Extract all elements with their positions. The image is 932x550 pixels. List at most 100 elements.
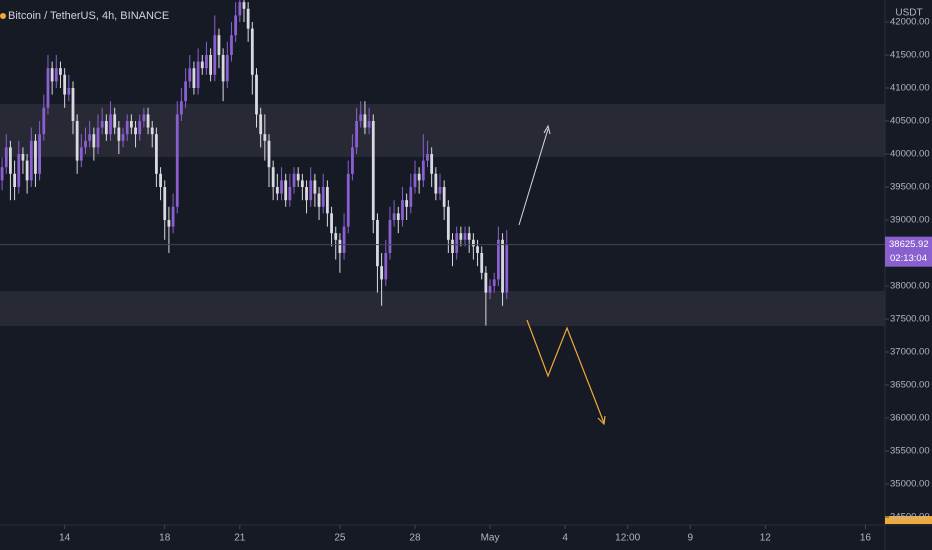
- symbol-icon: [0, 13, 6, 19]
- candle-body: [113, 114, 117, 128]
- candle-body: [96, 127, 100, 148]
- candle-body: [200, 61, 204, 69]
- candle-body: [250, 28, 254, 75]
- candle-body: [92, 134, 96, 148]
- candle-body: [238, 2, 242, 16]
- candle-body: [159, 173, 162, 187]
- candle-body: [317, 193, 321, 207]
- candle-body: [209, 54, 213, 75]
- x-tick-label: May: [481, 533, 500, 544]
- unit-box: [886, 4, 932, 22]
- candle-body: [146, 114, 150, 128]
- candle-body: [71, 87, 75, 121]
- candle-body: [484, 272, 488, 293]
- candle-body: [438, 186, 442, 194]
- down-path: [526, 319, 605, 424]
- candle-body: [163, 186, 167, 220]
- x-tick-label: 25: [334, 533, 346, 544]
- candle-body: [271, 167, 275, 187]
- y-tick-label: 40500.00: [890, 116, 930, 127]
- candle-body: [38, 134, 42, 174]
- candle-body: [321, 186, 325, 207]
- candle-body: [325, 186, 329, 214]
- y-tick-label: 35500.00: [890, 446, 930, 457]
- candle-body: [367, 120, 371, 128]
- candle-body: [417, 173, 421, 181]
- candle-body: [338, 239, 342, 253]
- candle-body: [217, 35, 221, 55]
- candle-body: [25, 160, 29, 181]
- candle-body: [84, 140, 87, 148]
- candle-body: [259, 114, 263, 135]
- up-arrow: [518, 128, 549, 226]
- candle-body: [434, 173, 438, 194]
- candle-body: [213, 35, 217, 75]
- candle-body: [384, 252, 388, 280]
- y-tick-label: 42000.00: [890, 16, 930, 27]
- x-tick-label: 14: [59, 533, 71, 544]
- y-tick-label: 38000.00: [890, 281, 930, 292]
- candle-body: [413, 173, 417, 187]
- y-tick-label: 41000.00: [890, 82, 930, 93]
- candle-body: [150, 127, 154, 135]
- currency-label: USDT: [895, 8, 922, 19]
- last-price-box: [885, 236, 932, 267]
- candle-body: [167, 219, 171, 227]
- candle-body: [284, 180, 288, 201]
- candle-body: [104, 120, 108, 135]
- candle-body: [142, 114, 146, 121]
- last-price-label: 38625.92: [889, 239, 929, 250]
- candle-body: [88, 134, 92, 141]
- candle-body: [480, 252, 484, 273]
- y-tick-label: 34500.00: [890, 512, 930, 523]
- candle-body: [4, 147, 8, 168]
- candle-body: [330, 213, 333, 234]
- candle-body: [134, 127, 137, 135]
- candle-body: [355, 120, 358, 148]
- candle-body: [267, 140, 271, 168]
- candle-body: [442, 186, 446, 207]
- candle-body: [376, 219, 379, 267]
- candle-body: [476, 246, 479, 253]
- candle-body: [388, 219, 392, 253]
- y-tick-label: 35000.00: [890, 479, 930, 490]
- x-tick-label: 28: [409, 533, 421, 544]
- candle-body: [488, 285, 492, 293]
- candle-body: [50, 68, 54, 82]
- candle-body: [29, 140, 33, 181]
- candle-body: [34, 140, 37, 174]
- x-tick-label: 16: [860, 533, 872, 544]
- candle-body: [401, 200, 404, 220]
- candle-body: [9, 147, 12, 174]
- y-tick-label: 39000.00: [890, 215, 930, 226]
- x-tick-label: 9: [687, 533, 693, 544]
- resistance-zone: [0, 104, 885, 157]
- candle-body: [421, 160, 425, 181]
- chart-title: Bitcoin / TetherUS, 4h, BINANCE: [8, 10, 169, 22]
- candle-body: [138, 120, 142, 135]
- candle-body: [296, 173, 300, 181]
- candle-body: [380, 266, 384, 280]
- candle-body: [67, 87, 71, 95]
- candle-body: [300, 180, 304, 187]
- candle-body: [305, 186, 308, 201]
- countdown-label: 02:13:04: [890, 253, 927, 264]
- candle-body: [246, 8, 250, 29]
- x-tick-label: 4: [562, 533, 568, 544]
- candle-body: [471, 239, 475, 247]
- candle-body: [234, 15, 238, 36]
- candle-body: [171, 206, 175, 227]
- candle-body: [175, 114, 179, 207]
- candle-body: [309, 180, 313, 201]
- candle-body: [359, 114, 363, 121]
- candle-body: [409, 186, 413, 207]
- candle-body: [292, 173, 296, 187]
- candle-body: [288, 186, 292, 201]
- candle-body: [342, 226, 346, 253]
- candle-body: [54, 68, 58, 82]
- candle-body: [392, 213, 396, 220]
- candle-body: [255, 74, 258, 115]
- candle-body: [467, 233, 471, 240]
